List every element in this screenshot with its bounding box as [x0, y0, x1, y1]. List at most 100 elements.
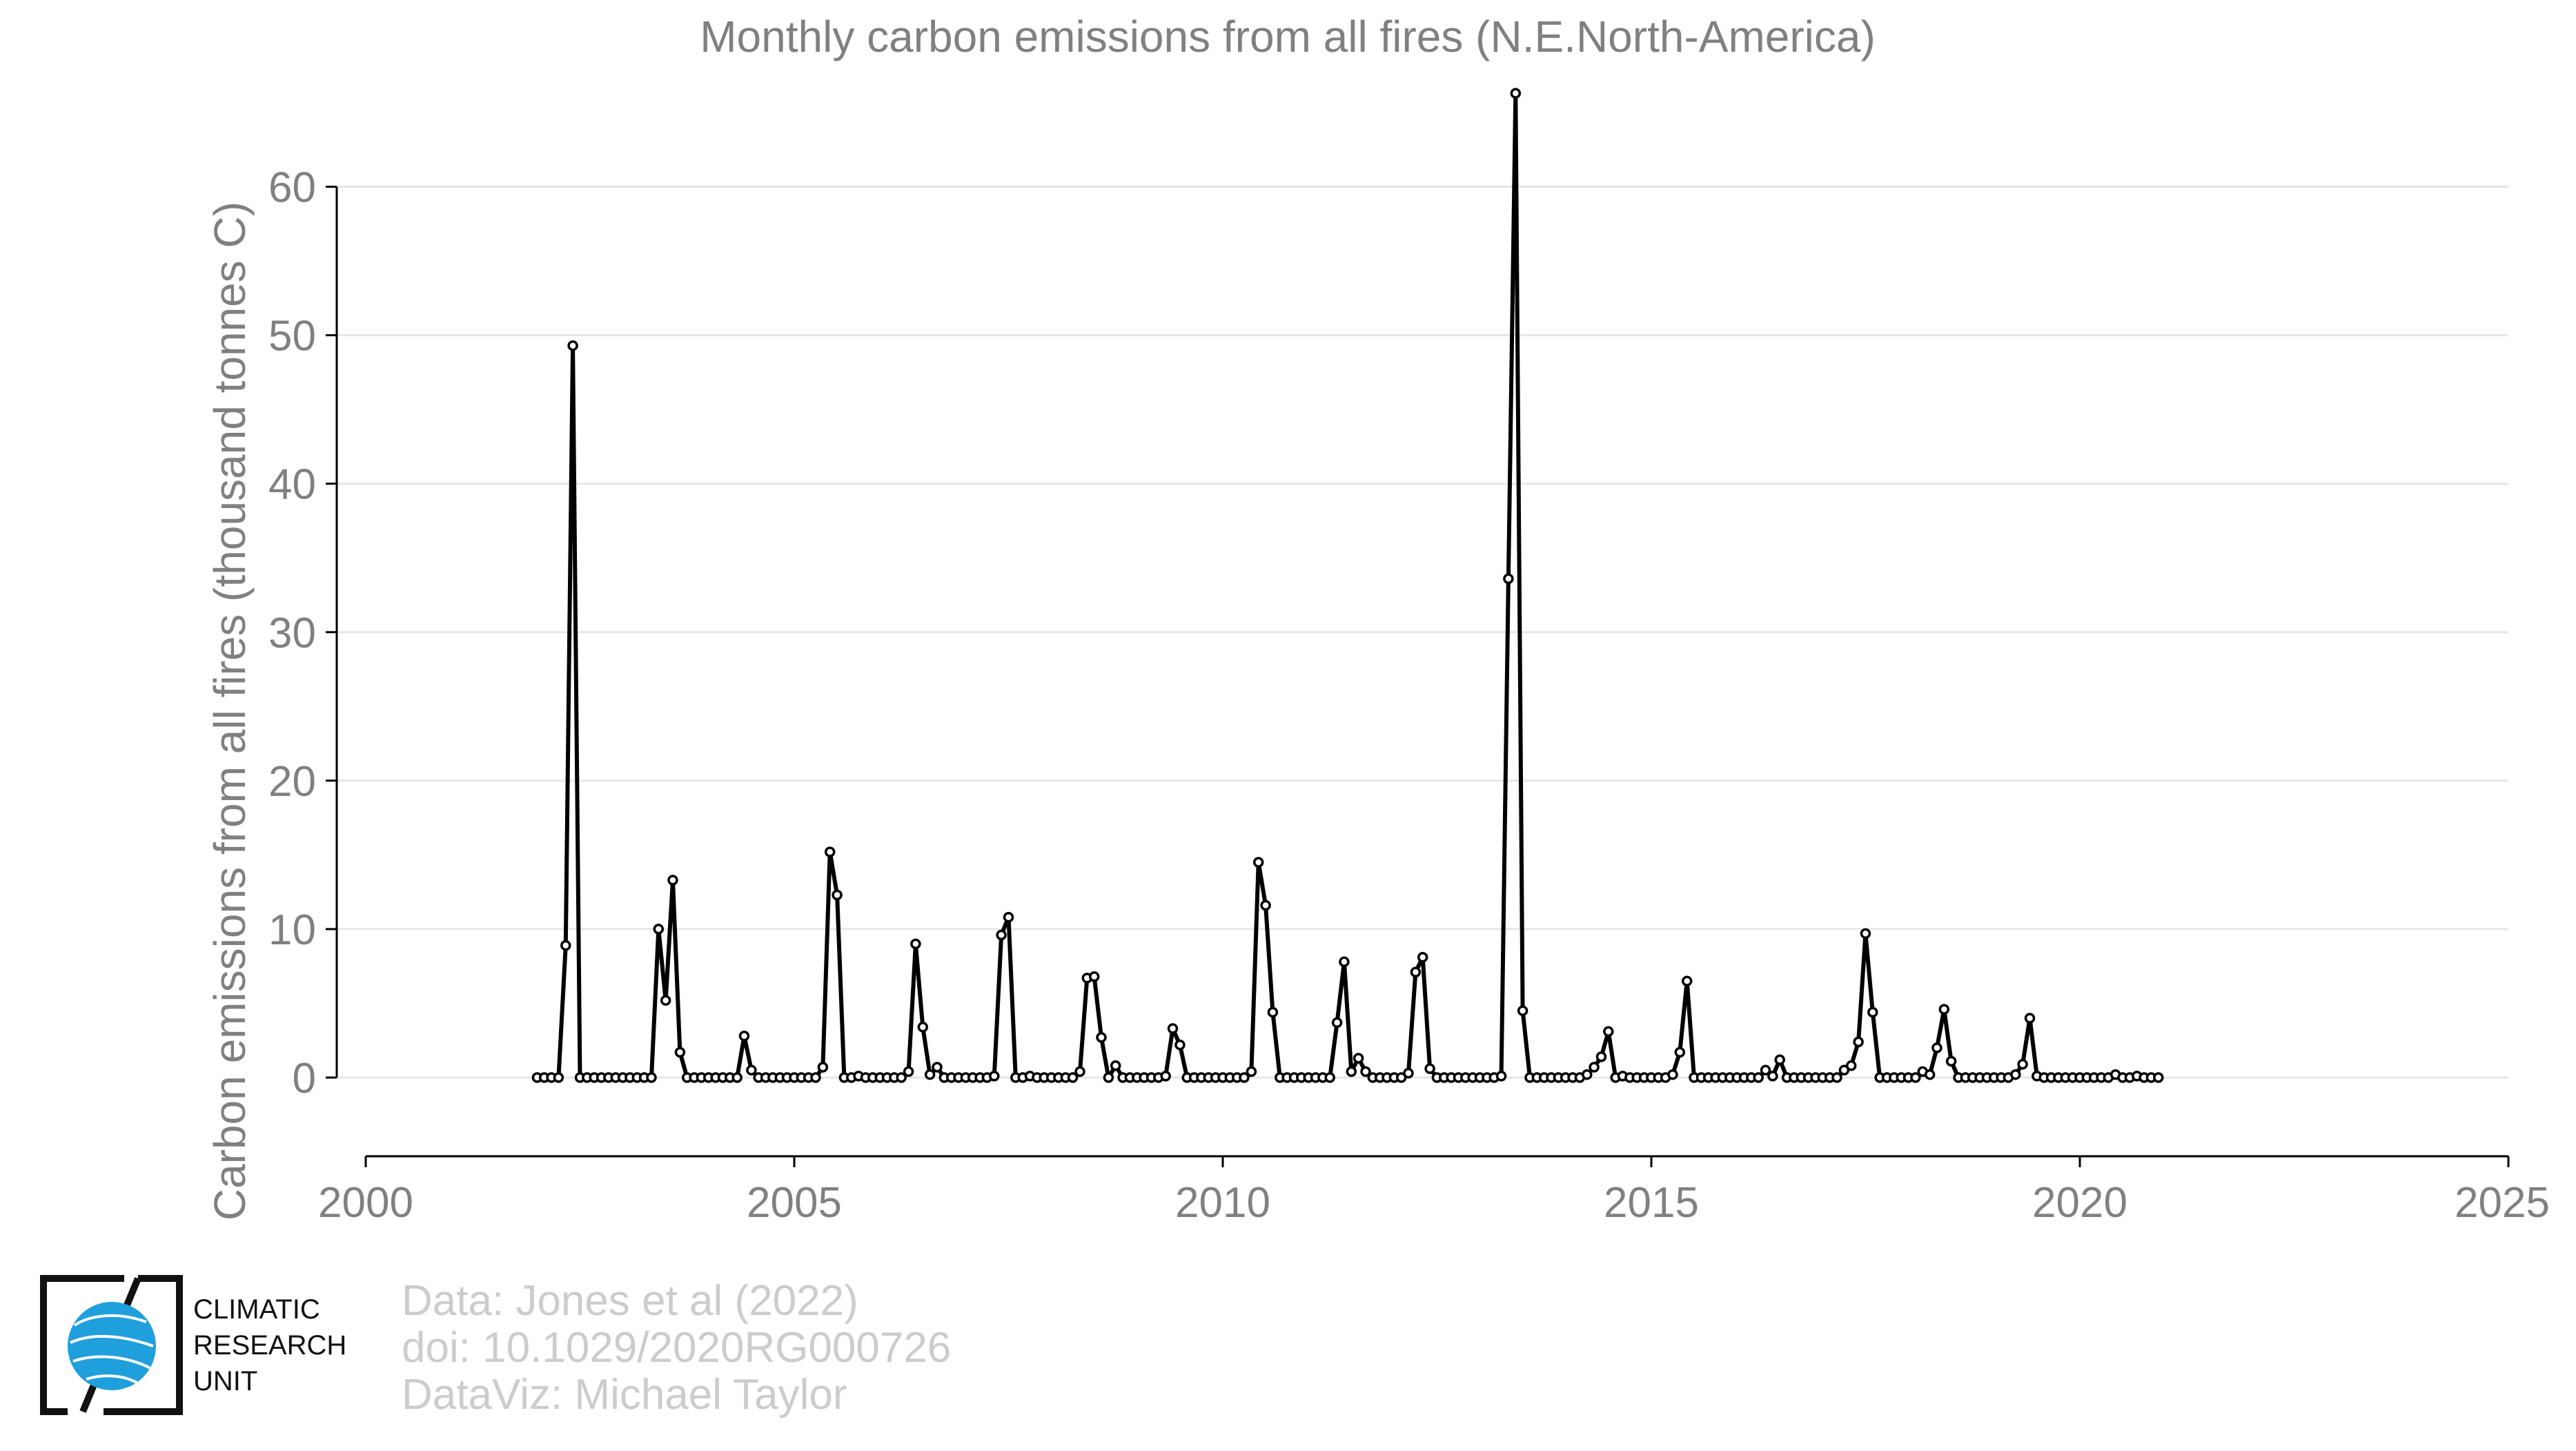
y-axis-ticks: 0 10 20 30 40 50 60	[268, 164, 337, 1102]
data-point	[1853, 1036, 1864, 1048]
data-point	[824, 846, 836, 857]
y-tick-label-30: 30	[268, 610, 316, 657]
data-point	[896, 1072, 907, 1083]
data-point	[1582, 1069, 1593, 1080]
data-point	[1074, 1066, 1085, 1078]
data-point	[1239, 1072, 1250, 1083]
data-point	[1838, 1064, 1850, 1076]
data-point	[553, 1072, 564, 1083]
chart-title: Monthly carbon emissions from all fires …	[700, 12, 1876, 61]
data-point	[1252, 857, 1264, 868]
data-point	[1410, 966, 1422, 978]
cru-logo: CLIMATIC RESEARCH UNIT	[40, 1275, 346, 1415]
data-point	[1845, 1060, 1857, 1071]
data-point	[1003, 911, 1014, 923]
data-point	[817, 1062, 829, 1073]
credit-data-source: Data: Jones et al (2022)	[402, 1277, 858, 1325]
data-point	[810, 1072, 821, 1083]
data-point	[903, 1066, 914, 1078]
data-point	[1503, 573, 1514, 585]
data-point	[1360, 1066, 1371, 1078]
logo-line-2: RESEARCH	[193, 1330, 346, 1361]
y-tick-label-20: 20	[268, 758, 316, 806]
x-tick-label-2025: 2025	[2455, 1179, 2550, 1227]
data-point	[1246, 1066, 1257, 1078]
data-point	[1339, 956, 1350, 968]
data-point	[1674, 1046, 1686, 1058]
data-point	[2153, 1072, 2164, 1083]
data-point	[1096, 1032, 1107, 1043]
data-point	[1346, 1066, 1357, 1078]
y-axis-label: Carbon emissions from all fires (thousan…	[205, 202, 255, 1220]
data-point	[1167, 1023, 1179, 1034]
data-point	[1595, 1051, 1607, 1062]
y-tick-label-10: 10	[268, 906, 316, 954]
data-point	[1867, 1006, 1878, 1018]
data-point	[1589, 1062, 1600, 1073]
data-point	[1424, 1063, 1435, 1074]
data-point	[560, 939, 571, 951]
x-tick-label-2005: 2005	[747, 1179, 842, 1227]
data-point	[1945, 1055, 1957, 1067]
data-point	[2010, 1069, 2021, 1080]
data-point	[1753, 1072, 1764, 1083]
logo-line-3: UNIT	[193, 1366, 257, 1396]
data-point	[660, 995, 671, 1006]
data-point	[1495, 1071, 1507, 1082]
data-point	[1174, 1039, 1186, 1051]
data-point	[567, 340, 578, 351]
data-point	[1931, 1042, 1943, 1053]
data-point	[910, 938, 921, 950]
data-point	[917, 1022, 929, 1033]
data-point	[1667, 1069, 1678, 1080]
data-point	[1510, 88, 1522, 99]
data-point	[1110, 1060, 1121, 1071]
data-point	[653, 924, 665, 935]
y-tick-label-50: 50	[268, 313, 316, 360]
data-point	[1088, 971, 1100, 982]
y-tick-label-60: 60	[268, 164, 316, 212]
data-point	[1331, 1017, 1343, 1029]
data-point	[932, 1062, 943, 1073]
data-point	[1417, 952, 1428, 963]
data-point	[2017, 1058, 2028, 1070]
data-point	[738, 1031, 750, 1042]
x-tick-label-2010: 2010	[1175, 1179, 1270, 1227]
data-point	[1260, 899, 1271, 911]
gridlines	[337, 186, 2508, 1079]
data-point	[646, 1072, 657, 1083]
x-tick-label-2015: 2015	[1604, 1179, 1699, 1227]
data-point	[1767, 1071, 1778, 1082]
y-tick-label-0: 0	[293, 1055, 316, 1102]
data-point	[996, 929, 1007, 941]
x-tick-label-2000: 2000	[318, 1179, 413, 1227]
data-point	[1924, 1069, 1936, 1080]
data-point	[1103, 1072, 1114, 1083]
credit-dataviz: DataViz: Michael Taylor	[402, 1371, 847, 1419]
data-point	[989, 1071, 1000, 1082]
data-point	[746, 1064, 757, 1076]
data-point	[1067, 1072, 1079, 1083]
data-point	[1353, 1053, 1364, 1064]
x-axis-ticks: 2000 2005 2010 2015 2020 2025	[318, 1156, 2550, 1227]
data-point	[1860, 928, 1871, 939]
data-point	[1267, 1006, 1279, 1018]
y-tick-label-40: 40	[268, 461, 316, 509]
data-point	[1760, 1064, 1771, 1076]
data-point	[1910, 1072, 1921, 1083]
data-point	[1517, 1005, 1528, 1016]
data-point	[1938, 1004, 1950, 1015]
data-point	[1831, 1072, 1842, 1083]
data-point	[1160, 1071, 1171, 1082]
data-point	[1681, 975, 1693, 986]
data-point	[1403, 1067, 1414, 1079]
data-point	[731, 1072, 743, 1083]
credit-doi: doi: 10.1029/2020RG000726	[402, 1324, 951, 1372]
data-point	[924, 1069, 936, 1080]
series-group	[531, 88, 2164, 1083]
data-point	[832, 889, 843, 901]
globe-icon	[68, 1302, 156, 1390]
x-tick-label-2020: 2020	[2032, 1179, 2127, 1227]
data-point	[2024, 1013, 2036, 1024]
